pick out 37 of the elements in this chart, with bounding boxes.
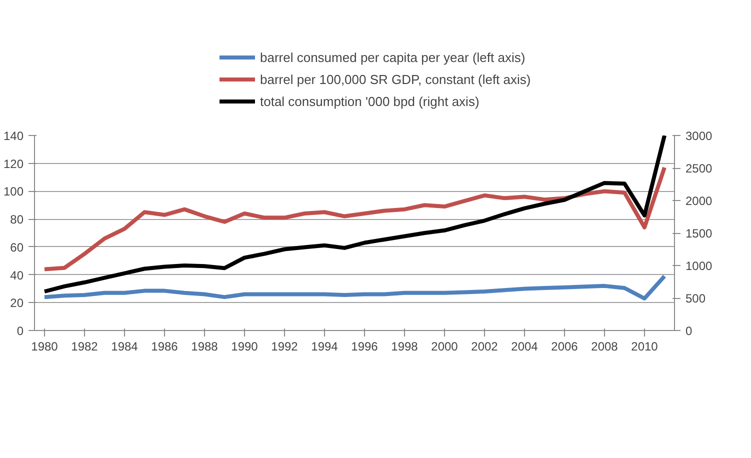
x-tick-label: 1992: [271, 340, 298, 354]
x-tick-label: 1990: [231, 340, 258, 354]
x-tick-label: 1998: [391, 340, 418, 354]
x-tick-label: 2006: [551, 340, 578, 354]
line-series: [42, 136, 666, 294]
x-tick-label: 1984: [111, 340, 138, 354]
y2-tick-label: 1000: [686, 259, 713, 273]
legend-label: barrel per 100,000 SR GDP, constant (left axis): [260, 70, 531, 88]
y-tick-label: 40: [10, 268, 24, 282]
y-tick-label: 140: [3, 129, 24, 143]
y2-tick-label: 2500: [686, 162, 713, 176]
x-tick-label: 1982: [71, 340, 98, 354]
legend-label: total consumption '000 bpd (right axis): [260, 92, 480, 110]
x-tick-label: 2004: [511, 340, 538, 354]
y-tick-label: 0: [16, 324, 24, 338]
x-tick-label: 1986: [151, 340, 178, 354]
y-tick-label: 80: [10, 212, 24, 227]
y-tick-label: 20: [10, 296, 24, 310]
y2-tick-label: 0: [686, 324, 692, 338]
legend-label: barrel consumed per capita per year (left axis): [260, 48, 526, 66]
x-tick-label: 2010: [631, 340, 658, 354]
y-tick-label: 60: [10, 240, 24, 254]
x-tick-label: 2002: [471, 340, 498, 354]
x-tick-label: 2000: [431, 340, 458, 354]
line-series: [42, 274, 666, 300]
y2-tick-label: 500: [686, 292, 706, 306]
y-tick-label: 120: [3, 156, 24, 171]
x-tick-label: 1994: [311, 340, 338, 354]
line-series: [42, 166, 666, 272]
y-tick-label: 100: [3, 184, 24, 199]
x-tick-label: 1996: [351, 340, 378, 354]
y2-tick-label: 3000: [686, 129, 713, 143]
x-tick-label: 2008: [591, 340, 618, 354]
y2-tick-label: 2000: [686, 194, 713, 208]
x-tick-label: 1980: [31, 340, 58, 354]
y2-tick-label: 1500: [686, 226, 713, 240]
x-tick-label: 1988: [191, 340, 218, 354]
